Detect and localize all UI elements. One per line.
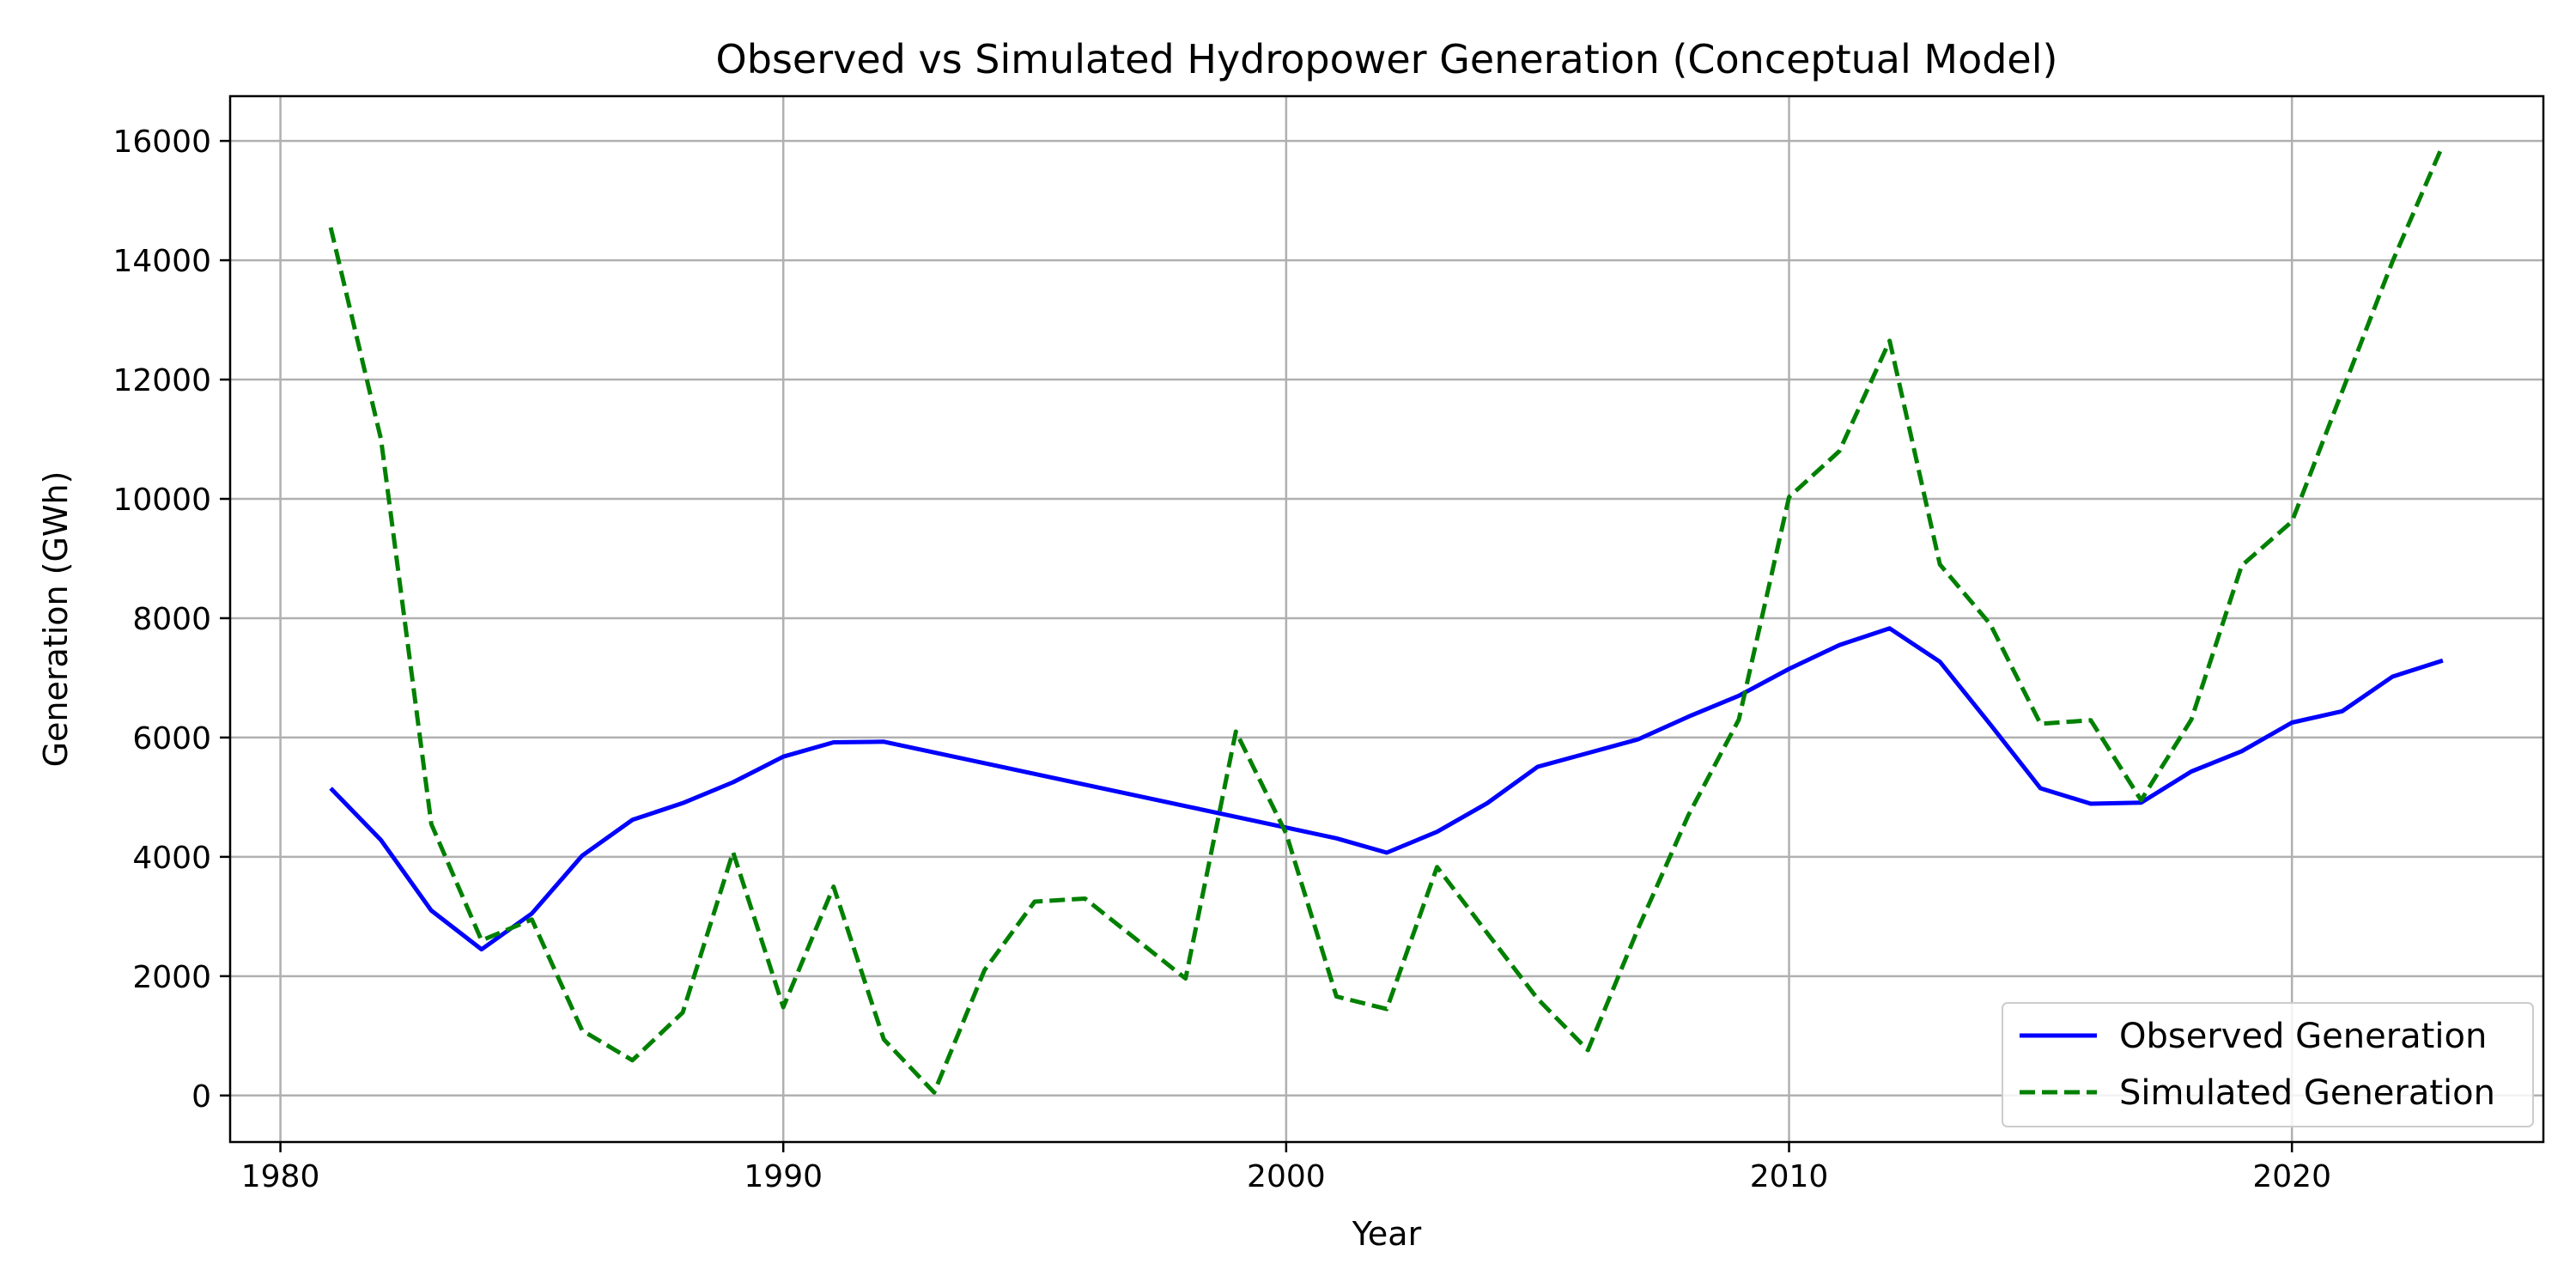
x-tick-label: 1990 — [744, 1159, 823, 1194]
x-axis-title: Year — [1352, 1215, 1422, 1253]
x-tick-label: 2020 — [2252, 1159, 2331, 1194]
y-tick-label: 16000 — [112, 125, 211, 160]
y-tick-label: 8000 — [132, 602, 211, 637]
simulated-series-line — [328, 144, 2445, 1095]
y-tick-label: 6000 — [132, 721, 211, 756]
y-axis-title: Generation (GWh) — [37, 471, 75, 768]
chart-title: Observed vs Simulated Hydropower Generat… — [716, 36, 2058, 82]
y-tick-label: 12000 — [112, 363, 211, 398]
y-tick-label: 14000 — [112, 244, 211, 279]
observed-series-line — [329, 626, 2444, 952]
series-lines — [328, 144, 2445, 1095]
legend-box — [2002, 1002, 2534, 1127]
x-tick-label: 2010 — [1750, 1159, 1829, 1194]
legend-label: Simulated Generation — [2119, 1073, 2495, 1113]
y-tick-label: 0 — [191, 1079, 211, 1115]
grid-lines — [230, 96, 2543, 1142]
y-tick-label: 10000 — [112, 483, 211, 518]
legend-label: Observed Generation — [2119, 1017, 2487, 1056]
legend: Observed Generation Simulated Generation — [2002, 1002, 2534, 1127]
y-tick-label: 2000 — [132, 960, 211, 995]
axis-ticks: 1980 1990 2000 2010 2020 0 2000 4000 6000 8000 100… — [112, 125, 2331, 1194]
x-tick-label: 2000 — [1247, 1159, 1326, 1194]
y-tick-label: 4000 — [132, 841, 211, 876]
x-tick-label: 1980 — [241, 1159, 320, 1194]
